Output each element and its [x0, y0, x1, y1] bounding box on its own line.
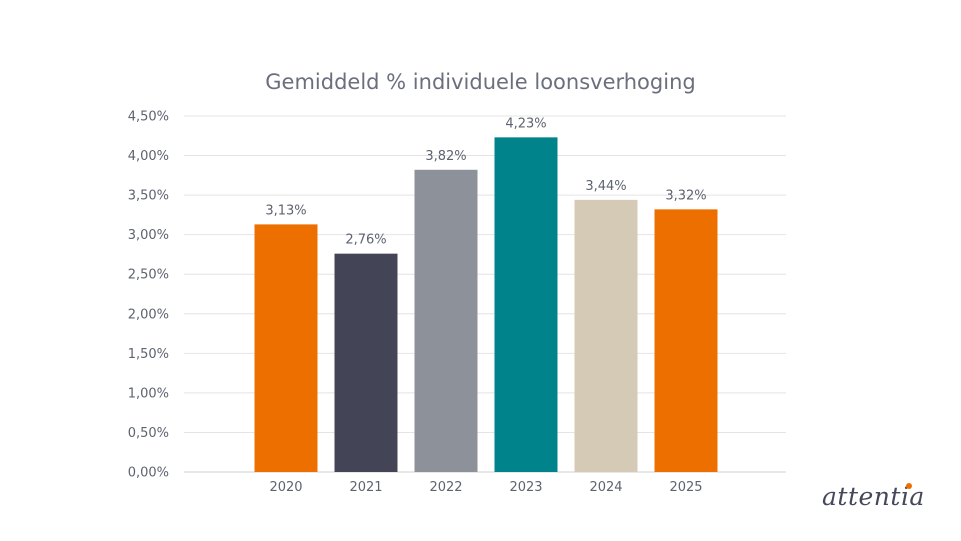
y-tick-label: 1,50% — [128, 347, 169, 362]
x-tick-label-2023: 2023 — [509, 480, 542, 495]
y-tick-label: 1,00% — [128, 386, 169, 401]
bar-2024 — [574, 199, 638, 472]
bar-2023 — [494, 137, 558, 473]
x-axis-ticks: 2020 2021 2022 2023 2024 2025 — [269, 480, 702, 495]
bar-2021 — [334, 253, 398, 472]
y-tick-label: 2,00% — [128, 307, 169, 322]
data-label-2020: 3,13% — [265, 203, 306, 218]
data-label-2025: 3,32% — [665, 188, 706, 203]
x-tick-label-2025: 2025 — [669, 480, 702, 495]
bar-2022 — [414, 169, 478, 472]
x-tick-label-2022: 2022 — [429, 480, 462, 495]
y-tick-label: 0,50% — [128, 426, 169, 441]
data-label-2022: 3,82% — [425, 149, 466, 164]
x-tick-label-2024: 2024 — [589, 480, 622, 495]
logo-accent-dot — [906, 483, 912, 489]
y-tick-label: 4,50% — [128, 110, 169, 125]
bar-2025 — [654, 209, 718, 472]
x-tick-label-2021: 2021 — [349, 480, 382, 495]
data-label-2024: 3,44% — [585, 179, 626, 194]
y-tick-label: 3,50% — [128, 189, 169, 204]
bars — [254, 137, 718, 473]
y-tick-label: 3,00% — [128, 228, 169, 243]
data-label-2021: 2,76% — [345, 233, 386, 248]
y-axis-ticks: 0,00% 0,50% 1,00% 1,50% 2,00% 2,50% 3,00% 3,50%… — [128, 110, 169, 481]
y-tick-label: 2,50% — [128, 268, 169, 283]
data-labels: 3,13% 2,76% 3,82% 4,23% 3,44% 3,32% — [265, 116, 706, 247]
y-tick-label: 0,00% — [128, 466, 169, 481]
data-label-2023: 4,23% — [505, 116, 546, 131]
x-tick-label-2020: 2020 — [269, 480, 302, 495]
bar-2020 — [254, 224, 318, 472]
chart-title: Gemiddeld % individuele loonsverhoging — [265, 70, 696, 94]
y-tick-label: 4,00% — [128, 149, 169, 164]
